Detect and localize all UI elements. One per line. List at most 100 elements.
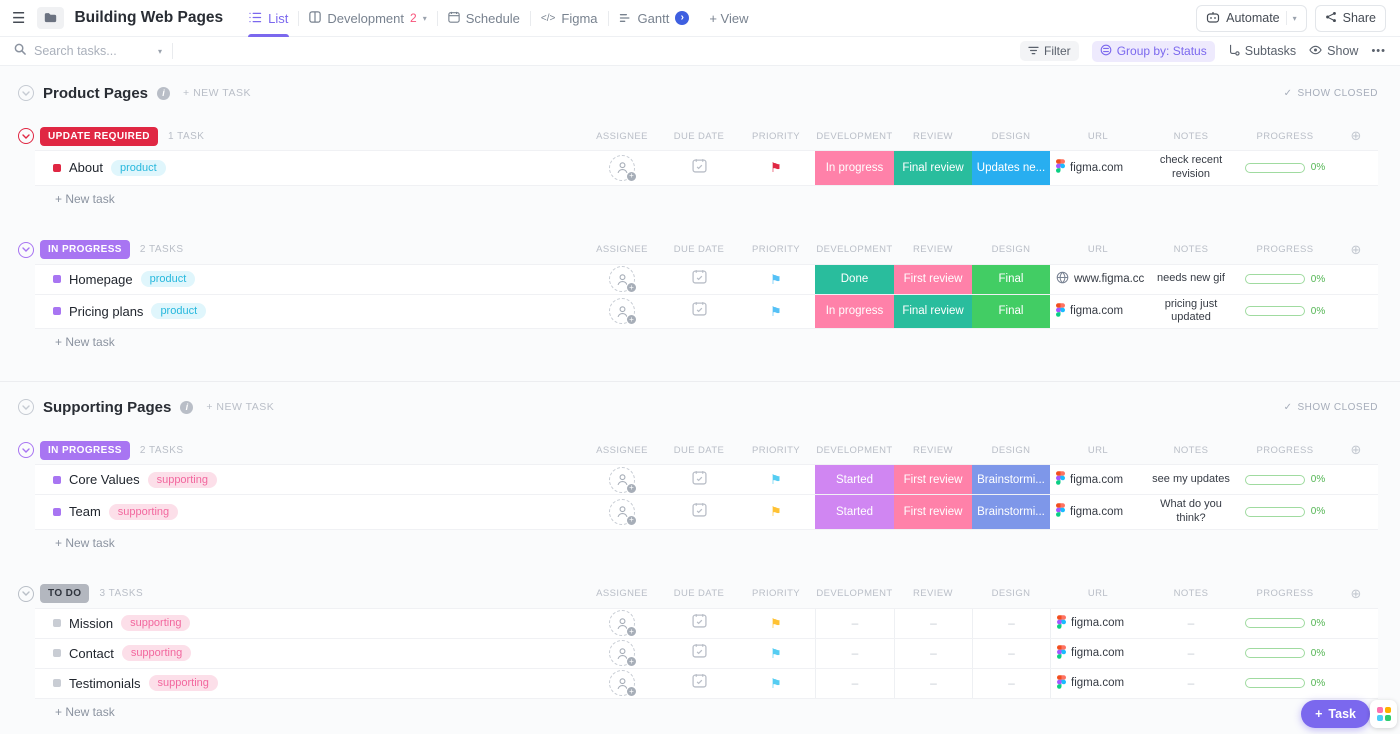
chevron-down-icon[interactable]: ▾ bbox=[158, 46, 163, 56]
tab-list[interactable]: List bbox=[239, 0, 298, 37]
assignee-cell[interactable]: + bbox=[583, 465, 661, 494]
due-date-cell[interactable] bbox=[661, 265, 737, 294]
url-text[interactable]: figma.com bbox=[1070, 305, 1124, 318]
task-tag[interactable]: supporting bbox=[147, 471, 217, 488]
priority-flag-icon[interactable]: ⚑ bbox=[770, 645, 782, 661]
url-cell[interactable]: figma.com bbox=[1050, 495, 1146, 529]
review-status-cell[interactable]: First review bbox=[894, 465, 972, 494]
priority-cell[interactable]: ⚑ bbox=[737, 495, 815, 529]
task-row[interactable]: Contact supporting + ⚑ – – – figma.com –… bbox=[35, 638, 1378, 669]
assignee-cell[interactable]: + bbox=[583, 639, 661, 668]
review-status-cell[interactable]: – bbox=[894, 668, 972, 698]
add-column-icon[interactable]: ⊕ bbox=[1350, 442, 1362, 457]
priority-flag-icon[interactable]: ⚑ bbox=[770, 303, 782, 319]
task-name[interactable]: Pricing plans bbox=[69, 303, 144, 319]
tab-schedule[interactable]: Schedule bbox=[438, 0, 530, 36]
group-by-button[interactable]: Group by: Status bbox=[1091, 40, 1215, 62]
development-status-cell[interactable]: Done bbox=[815, 264, 894, 294]
development-status-cell[interactable]: In progress bbox=[815, 294, 894, 328]
new-task-link[interactable]: + NEW TASK bbox=[183, 87, 251, 99]
task-row[interactable]: Testimonials supporting + ⚑ – – – figma.… bbox=[35, 668, 1378, 699]
notes-cell[interactable]: needs new gif bbox=[1157, 272, 1225, 285]
design-status-cell[interactable]: Final bbox=[972, 264, 1050, 294]
priority-cell[interactable]: ⚑ bbox=[737, 465, 815, 494]
task-row[interactable]: Homepage product + ⚑ Done First review F… bbox=[35, 264, 1378, 295]
due-date-cell[interactable] bbox=[661, 295, 737, 329]
review-status-cell[interactable]: Final review bbox=[894, 294, 972, 328]
due-date-cell[interactable] bbox=[661, 151, 737, 185]
filter-button[interactable]: Filter bbox=[1020, 41, 1079, 61]
collapse-group-icon[interactable] bbox=[18, 241, 34, 258]
task-tag[interactable]: product bbox=[151, 303, 207, 320]
due-date-cell[interactable] bbox=[661, 495, 737, 529]
share-button[interactable]: Share bbox=[1314, 4, 1386, 32]
status-pill[interactable]: UPDATE REQUIRED bbox=[40, 126, 158, 146]
notes-cell[interactable]: see my updates bbox=[1152, 472, 1230, 485]
add-assignee-icon[interactable]: + bbox=[609, 610, 637, 637]
due-date-cell[interactable] bbox=[661, 669, 737, 698]
show-closed-toggle[interactable]: ✓ SHOW CLOSED bbox=[1284, 88, 1378, 99]
url-text[interactable]: figma.com bbox=[1070, 505, 1124, 518]
collapse-group-icon[interactable] bbox=[18, 128, 34, 144]
priority-cell[interactable]: ⚑ bbox=[737, 265, 815, 294]
add-task-link[interactable]: + New task bbox=[55, 704, 115, 719]
task-tag[interactable]: supporting bbox=[121, 615, 191, 631]
assignee-cell[interactable]: + bbox=[583, 295, 661, 329]
design-status-cell[interactable]: Final bbox=[972, 294, 1050, 328]
url-cell[interactable]: figma.com bbox=[1050, 151, 1146, 185]
add-column-icon[interactable]: ⊕ bbox=[1350, 585, 1362, 601]
url-text[interactable]: figma.com bbox=[1070, 473, 1124, 486]
search-input[interactable] bbox=[34, 44, 122, 58]
task-name[interactable]: Team bbox=[69, 504, 101, 520]
add-assignee-icon[interactable]: + bbox=[609, 466, 637, 494]
add-assignee-icon[interactable]: + bbox=[609, 154, 637, 182]
status-square[interactable] bbox=[53, 679, 61, 687]
chevron-down-icon[interactable]: ▾ bbox=[1292, 13, 1297, 23]
task-row[interactable]: Core Values supporting + ⚑ Started First… bbox=[35, 465, 1378, 495]
review-status-cell[interactable]: Final review bbox=[894, 151, 972, 185]
new-task-link[interactable]: + NEW TASK bbox=[206, 401, 275, 413]
design-status-cell[interactable]: – bbox=[972, 668, 1050, 698]
development-status-cell[interactable]: – bbox=[815, 608, 894, 638]
design-status-cell[interactable]: Brainstormi... bbox=[972, 465, 1050, 494]
add-column-icon[interactable]: ⊕ bbox=[1350, 128, 1362, 143]
add-task-link[interactable]: + New task bbox=[55, 191, 115, 206]
url-cell[interactable]: figma.com bbox=[1050, 295, 1146, 329]
add-assignee-icon[interactable]: + bbox=[609, 498, 637, 526]
due-date-cell[interactable] bbox=[661, 609, 737, 638]
url-cell[interactable]: figma.com bbox=[1050, 608, 1146, 638]
collapse-section-icon[interactable] bbox=[18, 399, 34, 415]
chevron-down-icon[interactable]: ▾ bbox=[422, 13, 427, 23]
notes-cell[interactable]: – bbox=[1187, 615, 1195, 630]
priority-cell[interactable]: ⚑ bbox=[737, 639, 815, 668]
status-square[interactable] bbox=[53, 649, 61, 657]
notes-cell[interactable]: What do you think? bbox=[1160, 498, 1222, 524]
priority-cell[interactable]: ⚑ bbox=[737, 151, 815, 185]
task-name[interactable]: Contact bbox=[69, 645, 114, 661]
task-name[interactable]: Homepage bbox=[69, 271, 133, 287]
task-tag[interactable]: product bbox=[110, 159, 166, 176]
show-closed-toggle[interactable]: ✓ SHOW CLOSED bbox=[1284, 402, 1378, 413]
tab-figma[interactable]: </> Figma bbox=[531, 0, 608, 36]
add-assignee-icon[interactable]: + bbox=[609, 266, 637, 293]
task-row[interactable]: Mission supporting + ⚑ – – – figma.com –… bbox=[35, 608, 1378, 639]
collapse-group-icon[interactable] bbox=[18, 585, 34, 602]
section-title[interactable]: Supporting Pages bbox=[43, 398, 172, 416]
development-status-cell[interactable]: – bbox=[815, 668, 894, 698]
notes-cell[interactable]: – bbox=[1187, 645, 1195, 660]
status-square[interactable] bbox=[53, 275, 61, 283]
review-status-cell[interactable]: First review bbox=[894, 264, 972, 294]
assignee-cell[interactable]: + bbox=[583, 669, 661, 698]
url-cell[interactable]: figma.com bbox=[1050, 465, 1146, 494]
add-view-button[interactable]: + View bbox=[699, 0, 758, 36]
task-name[interactable]: About bbox=[69, 160, 103, 176]
priority-cell[interactable]: ⚑ bbox=[737, 295, 815, 329]
add-assignee-icon[interactable]: + bbox=[609, 640, 637, 667]
quick-actions-launcher-icon[interactable] bbox=[1370, 700, 1397, 728]
notes-cell[interactable]: – bbox=[1187, 675, 1195, 690]
development-status-cell[interactable]: Started bbox=[815, 465, 894, 494]
status-square[interactable] bbox=[53, 163, 61, 172]
priority-flag-icon[interactable]: ⚑ bbox=[770, 160, 782, 176]
design-status-cell[interactable]: – bbox=[972, 638, 1050, 668]
add-assignee-icon[interactable]: + bbox=[609, 298, 637, 326]
